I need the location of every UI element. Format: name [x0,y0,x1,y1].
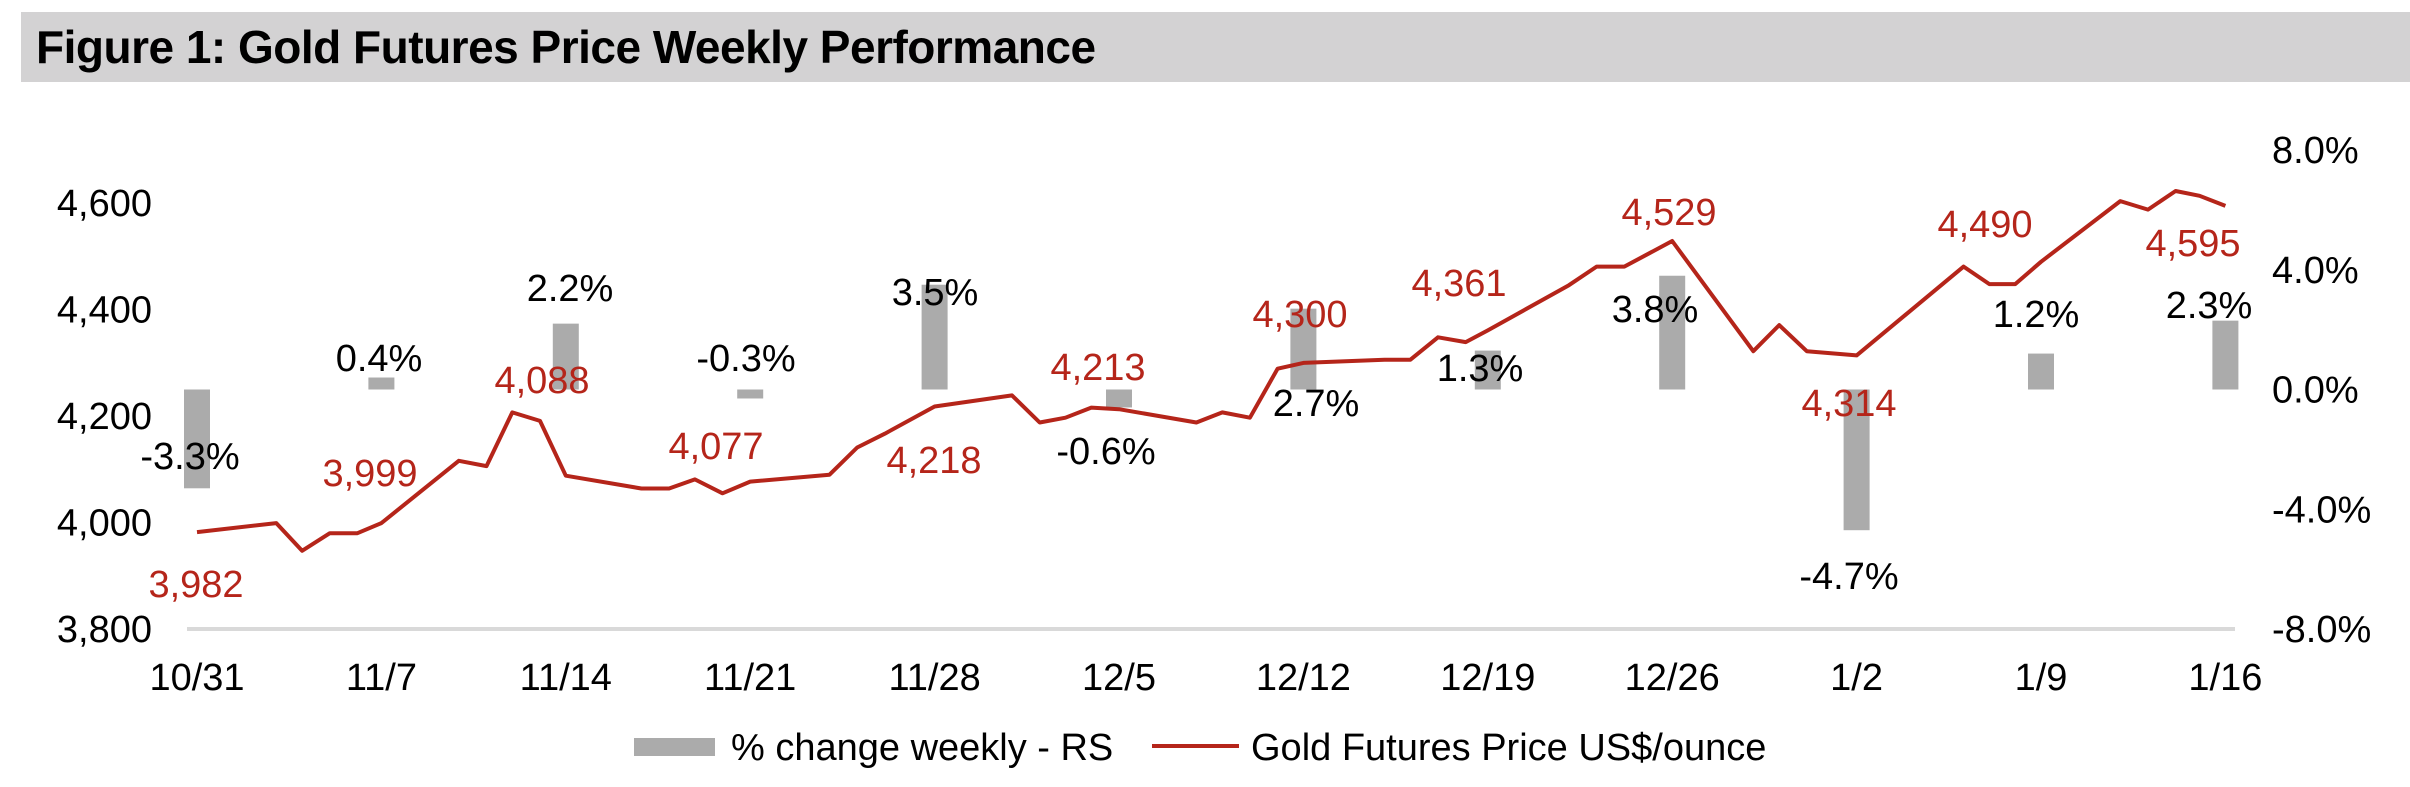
title-band [21,12,2410,82]
bar-12-5 [1106,389,1132,408]
bar-data-label: -3.3% [140,436,239,478]
bar-data-label: -4.7% [1799,556,1898,598]
price-data-label: 4,595 [2145,223,2240,265]
x-axis-tick: 1/16 [2188,657,2262,699]
price-data-label: 3,982 [148,564,243,606]
right-axis-tick: -4.0% [2272,489,2371,531]
x-axis-tick: 10/31 [149,657,244,699]
bar-data-label: -0.6% [1056,431,1155,473]
right-axis-tick: 4.0% [2272,250,2359,292]
bar-data-label: 2.2% [527,268,614,310]
x-axis-tick: 12/26 [1625,657,1720,699]
bar-11-28 [921,284,948,390]
price-data-label: 4,361 [1411,263,1506,305]
legend-label-line: Gold Futures Price US$/ounce [1251,727,1766,769]
right-axis-tick: -8.0% [2272,609,2371,651]
price-data-label: 4,529 [1621,192,1716,234]
chart-title: Figure 1: Gold Futures Price Weekly Perf… [36,21,1096,73]
bar-data-label: 1.3% [1437,348,1524,390]
left-axis-tick: 3,800 [57,609,152,651]
price-data-label: 4,218 [886,440,981,482]
bar-data-label: 2.3% [2166,285,2253,327]
price-data-label: 4,490 [1937,204,2032,246]
bar-data-label: 3.8% [1612,289,1699,331]
bar-data-label: -0.3% [696,338,795,380]
bar-data-label: 1.2% [1993,294,2080,336]
bar-data-label: 2.7% [1273,383,1360,425]
bar-12-19 [1474,350,1501,390]
bar-data-label: 3.5% [892,272,979,314]
price-data-label: 4,300 [1252,294,1347,336]
price-data-label: 4,314 [1801,383,1896,425]
legend-swatch-bars [634,738,715,756]
x-axis-tick: 11/14 [520,657,612,699]
left-axis-tick: 4,200 [57,396,152,438]
x-axis-tick: 11/28 [888,657,980,699]
x-axis-tick: 12/12 [1256,657,1351,699]
x-axis-tick: 12/19 [1440,657,1535,699]
left-axis-tick: 4,600 [57,183,152,225]
legend: % change weekly - RS Gold Futures Price … [634,727,1766,769]
price-data-label: 4,077 [668,426,763,468]
bar-11-7 [368,377,395,390]
price-data-label: 4,213 [1050,347,1145,389]
x-axis-tick: 11/21 [704,657,796,699]
x-axis-tick: 1/2 [1830,657,1883,699]
bar-11-21 [737,389,764,399]
bar-12-12 [1290,308,1317,390]
price-data-label: 4,088 [494,360,589,402]
bar-1-9 [2028,353,2054,390]
left-axis-tick: 4,400 [57,290,152,332]
right-axis-tick: 8.0% [2272,130,2359,172]
price-data-label: 3,999 [322,453,417,495]
legend-label-bars: % change weekly - RS [731,727,1113,769]
right-axis-tick: 0.0% [2272,370,2359,412]
x-axis-tick: 1/9 [2015,657,2068,699]
left-axis-tick: 4,000 [57,503,152,545]
bar-12-26 [1659,275,1686,390]
x-axis-tick: 11/7 [346,657,417,699]
x-axis-tick: 12/5 [1082,657,1156,699]
bar-1-16 [2212,320,2239,390]
bar-11-14 [552,323,579,390]
bar-data-label: 0.4% [336,338,423,380]
bar-1-2 [1843,389,1870,531]
bar-10-31 [184,389,210,489]
price-line [196,189,2227,553]
